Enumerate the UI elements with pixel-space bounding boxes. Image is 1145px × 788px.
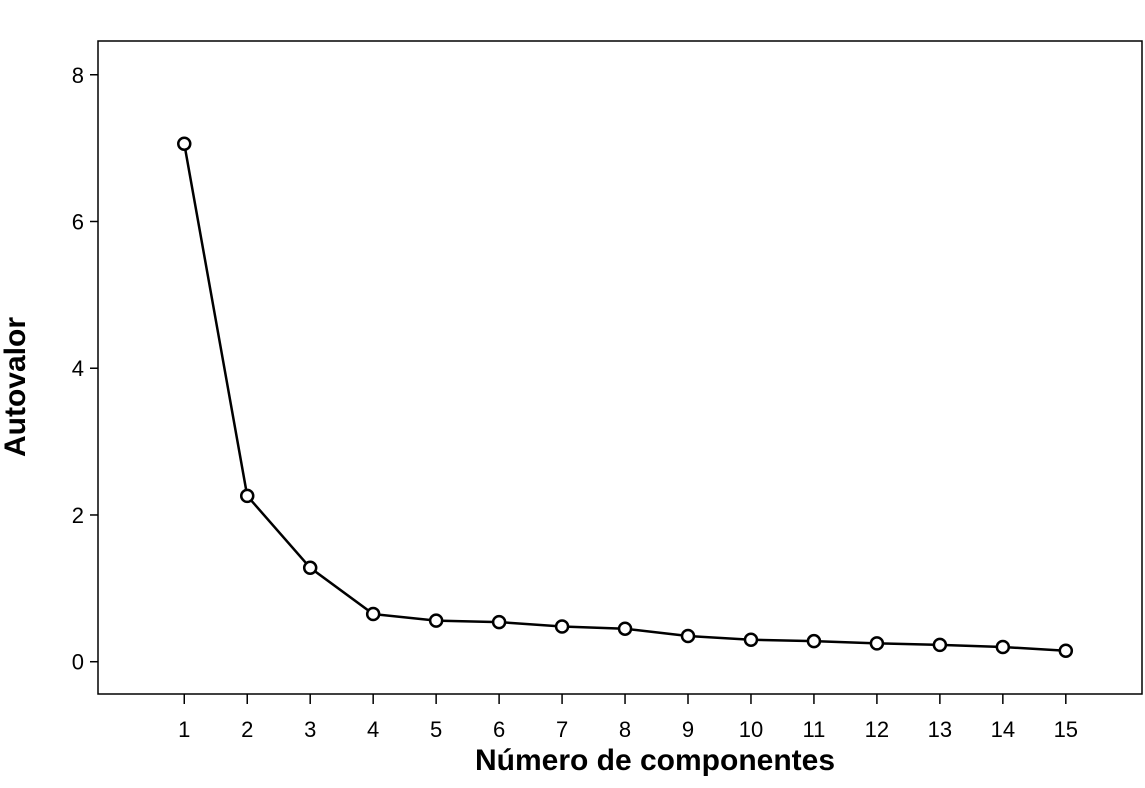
data-point [932, 637, 948, 653]
x-axis-title: Número de componentes [475, 744, 835, 777]
x-tick-label: 13 [928, 717, 952, 742]
y-tick-label: 8 [72, 63, 84, 88]
x-tick-label: 9 [682, 717, 694, 742]
y-tick-label: 6 [72, 209, 84, 234]
data-point [365, 606, 381, 622]
y-tick-label: 0 [72, 650, 84, 675]
x-tick-label: 12 [865, 717, 889, 742]
data-point [428, 613, 444, 628]
x-tick-label: 1 [178, 717, 190, 742]
data-point [869, 636, 885, 651]
x-tick-label: 10 [739, 717, 763, 742]
x-tick-label: 11 [803, 717, 826, 742]
y-axis-title: Autovalor [0, 317, 32, 457]
x-tick-label: 2 [241, 717, 253, 742]
data-point [239, 488, 255, 504]
data-point [743, 632, 759, 647]
data-point [995, 639, 1011, 655]
x-tick-label: 14 [991, 717, 1015, 742]
x-tick-label: 3 [304, 717, 316, 742]
data-point [1058, 643, 1074, 658]
x-tick-label: 15 [1054, 717, 1078, 742]
x-tick-label: 6 [493, 717, 505, 742]
x-tick-label: 5 [430, 717, 442, 742]
series-line [183, 143, 1066, 652]
data-point [680, 628, 696, 644]
data-point [617, 621, 633, 636]
data-point [177, 136, 192, 151]
y-tick-label: 2 [72, 503, 84, 528]
data-point [806, 633, 822, 649]
data-point [554, 619, 570, 634]
data-point [491, 614, 507, 630]
x-tick-label: 7 [556, 717, 568, 742]
y-tick-label: 4 [72, 356, 84, 381]
x-tick-label: 4 [367, 717, 379, 742]
x-tick-label: 8 [619, 717, 631, 742]
data-point [302, 560, 318, 576]
plot-frame [97, 40, 1143, 695]
